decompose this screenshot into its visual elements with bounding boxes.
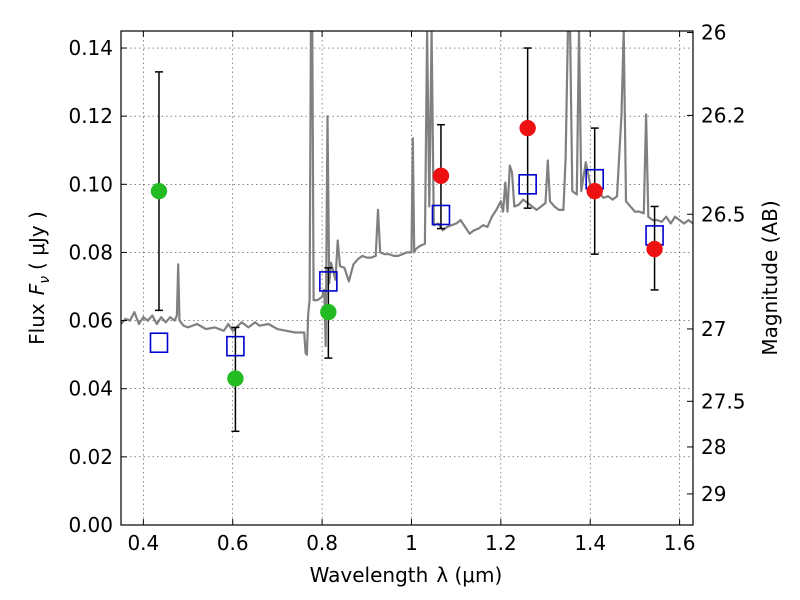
observed-point-red: [586, 182, 603, 200]
model-spectrum-line: [121, 31, 693, 356]
x-axis-label: Wavelength λ (μm): [310, 563, 503, 587]
data-markers: [149, 119, 664, 387]
plot-frame: [120, 30, 694, 526]
observed-point-green: [227, 370, 244, 387]
y-tick-label: 0.12: [68, 104, 113, 128]
y-tick-label: 0.14: [68, 36, 113, 60]
y-tick-label: 0.08: [68, 240, 113, 264]
observed-point-green: [150, 182, 168, 200]
y-tick-label: 0.06: [68, 309, 113, 333]
x-tick-label: 0.8: [306, 531, 338, 555]
model-photometry-square: [518, 174, 537, 195]
grid: [121, 31, 693, 526]
x-tick-label: 1.4: [574, 531, 606, 555]
x-tick-label: 0.6: [217, 531, 249, 555]
magnitude-tick-label: 27.5: [701, 389, 746, 413]
magnitude-tick-label: 26: [701, 21, 726, 45]
model-photometry-square: [226, 335, 245, 357]
observed-point-red: [646, 240, 663, 258]
x-tick-label: 1.2: [485, 531, 517, 555]
magnitude-tick-label: 29: [701, 482, 726, 506]
observed-point-green: [320, 303, 337, 321]
magnitude-tick-label: 27: [701, 317, 726, 341]
axis-ticks: [121, 31, 693, 526]
model-photometry-square: [319, 271, 338, 292]
y-tick-labels: 0.00 0.02 0.04 0.06 0.08 0.10 0.12 0.14: [68, 36, 113, 537]
magnitude-tick-label: 28: [701, 435, 726, 459]
x-tick-label: 1.6: [664, 531, 696, 555]
y-axis-label: FluxFν( μJy ): [25, 211, 53, 345]
y-tick-label: 0.02: [68, 445, 113, 469]
observed-point-red: [519, 119, 536, 137]
y-tick-label: 0.00: [68, 513, 113, 537]
observed-point-red: [432, 167, 450, 185]
model-photometry-square: [431, 204, 451, 226]
y-tick-label: 0.04: [68, 377, 113, 401]
x-tick-labels: 0.4 0.6 0.8 1 1.2 1.4 1.6: [127, 531, 695, 555]
x-tick-label: 0.4: [127, 531, 159, 555]
magnitude-axis-label: Magnitude (AB): [758, 200, 782, 355]
model-photometry-square: [149, 332, 169, 354]
x-tick-label: 1: [405, 531, 418, 555]
plot-area: [121, 31, 693, 433]
magnitude-tick-label: 26.5: [701, 202, 746, 226]
y-tick-label: 0.10: [68, 172, 113, 196]
magnitude-tick-labels: 26 26.2 26.5 27 27.5 28 29: [701, 21, 746, 506]
magnitude-tick-label: 26.2: [701, 103, 746, 127]
